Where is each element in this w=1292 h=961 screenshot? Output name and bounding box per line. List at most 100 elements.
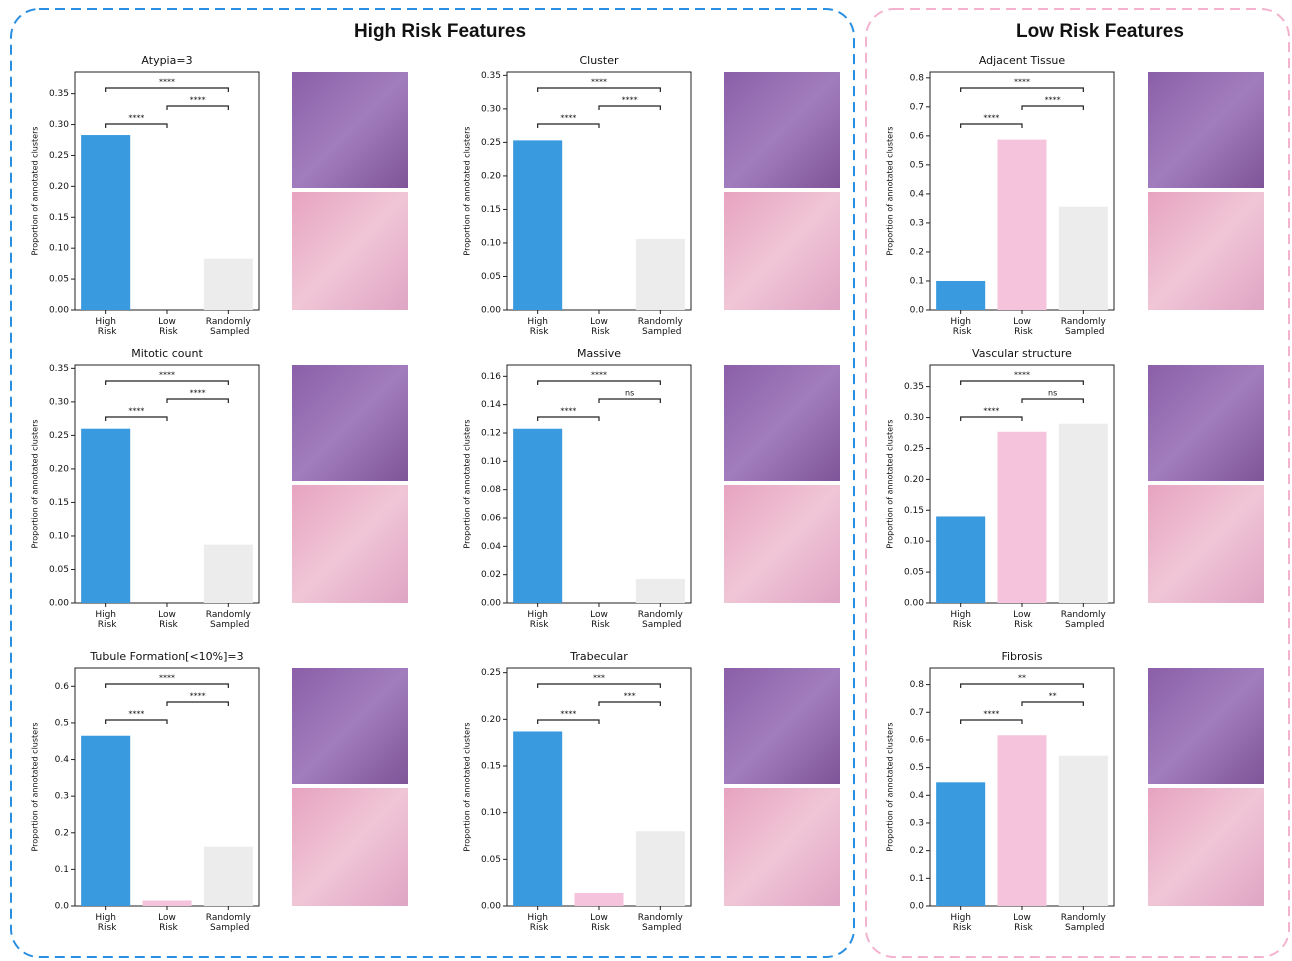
y-tick-label: 0.35 <box>904 382 924 392</box>
y-tick-label: 0.02 <box>481 570 501 580</box>
y-tick-label: 0.14 <box>481 400 501 410</box>
bar <box>513 140 562 310</box>
significance-bracket <box>961 417 1022 421</box>
section-title: Low Risk Features <box>1016 21 1184 42</box>
figure: High Risk Features Low Risk Features Aty… <box>0 0 1292 961</box>
significance-label: *** <box>624 692 636 701</box>
significance-bracket <box>106 381 229 385</box>
y-tick-label: 0.20 <box>49 182 69 192</box>
y-tick-label: 0.3 <box>55 792 69 802</box>
y-tick-label: 0.20 <box>481 171 501 181</box>
significance-label: **** <box>983 407 999 416</box>
bar <box>81 135 130 310</box>
significance-bracket <box>1022 399 1083 403</box>
y-tick-label: 0.0 <box>910 902 925 912</box>
y-tick-label: 0.00 <box>904 599 924 609</box>
significance-label: *** <box>593 674 605 683</box>
significance-bracket <box>961 684 1084 688</box>
significance-bracket <box>538 720 599 724</box>
y-tick-label: 0.16 <box>481 372 501 382</box>
y-tick-label: 0.1 <box>55 865 69 875</box>
bar <box>81 736 130 906</box>
y-tick-label: 0.15 <box>904 506 924 516</box>
y-tick-label: 0.7 <box>910 708 924 718</box>
y-tick-label: 0.7 <box>910 102 924 112</box>
x-tick-label: High Risk <box>95 610 117 630</box>
y-tick-label: 0.00 <box>481 599 501 609</box>
y-tick-label: 0.5 <box>55 718 69 728</box>
significance-label: **** <box>190 692 206 701</box>
y-tick-label: 0.15 <box>481 205 501 215</box>
y-axis-label: Proportion of annotated clusters <box>463 419 472 548</box>
significance-label: **** <box>128 710 144 719</box>
tissue-image <box>724 365 840 481</box>
significance-label: ns <box>1048 389 1057 398</box>
y-axis-label: Proportion of annotated clusters <box>886 126 895 255</box>
significance-label: **** <box>983 114 999 123</box>
x-tick-label: Low Risk <box>1011 913 1033 933</box>
y-tick-label: 0.05 <box>481 272 501 282</box>
significance-bracket <box>961 720 1022 724</box>
bar <box>636 579 685 603</box>
significance-label: **** <box>560 710 576 719</box>
bar <box>204 847 253 906</box>
significance-label: **** <box>560 114 576 123</box>
chart-title: Adjacent Tissue <box>979 54 1066 67</box>
significance-bracket <box>106 417 167 421</box>
significance-bracket <box>538 88 661 92</box>
tissue-image <box>1148 72 1264 188</box>
y-tick-label: 0.30 <box>49 120 69 130</box>
x-tick-label: Low Risk <box>1011 610 1033 630</box>
significance-label: **** <box>622 96 638 105</box>
y-tick-label: 0.6 <box>55 682 70 692</box>
bar <box>204 545 253 603</box>
y-tick-label: 0.20 <box>49 464 69 474</box>
y-tick-label: 0.05 <box>49 565 69 575</box>
significance-bracket <box>538 124 599 128</box>
y-tick-label: 0.30 <box>49 397 69 407</box>
x-tick-label: Randomly Sampled <box>638 317 684 337</box>
y-tick-label: 0.15 <box>49 213 69 223</box>
y-tick-label: 0.0 <box>55 902 70 912</box>
y-tick-label: 0.25 <box>904 444 924 454</box>
y-tick-label: 0.00 <box>49 599 69 609</box>
chart-title: Mitotic count <box>131 347 203 360</box>
bar <box>204 259 253 310</box>
chart-title: Cluster <box>579 54 619 67</box>
tissue-image <box>292 668 408 784</box>
x-tick-label: High Risk <box>95 913 117 933</box>
x-tick-label: Randomly Sampled <box>1061 317 1107 337</box>
bar <box>997 432 1046 603</box>
bar <box>81 429 130 603</box>
tissue-image <box>292 192 408 310</box>
significance-label: **** <box>591 371 607 380</box>
significance-bracket <box>599 106 660 110</box>
bar <box>574 893 623 906</box>
tissue-image <box>724 788 840 906</box>
y-tick-label: 0.5 <box>910 160 924 170</box>
chart-title: Vascular structure <box>972 347 1072 360</box>
significance-bracket <box>167 106 228 110</box>
x-tick-label: High Risk <box>527 317 549 337</box>
significance-label: ** <box>1049 692 1057 701</box>
chart-title: Massive <box>577 347 621 360</box>
y-tick-label: 0.8 <box>910 73 925 83</box>
y-axis-label: Proportion of annotated clusters <box>886 419 895 548</box>
x-tick-label: Randomly Sampled <box>206 913 252 933</box>
y-axis-label: Proportion of annotated clusters <box>886 722 895 851</box>
x-tick-label: Randomly Sampled <box>1061 913 1107 933</box>
y-tick-label: 0.00 <box>481 306 501 316</box>
y-tick-label: 0.05 <box>904 568 924 578</box>
tissue-image <box>1148 788 1264 906</box>
y-tick-label: 0.2 <box>910 247 924 257</box>
significance-label: ns <box>625 389 634 398</box>
y-tick-label: 0.10 <box>481 808 501 818</box>
significance-label: **** <box>128 114 144 123</box>
bar <box>636 831 685 906</box>
significance-bracket <box>106 684 229 688</box>
y-tick-label: 0.20 <box>904 475 924 485</box>
significance-label: **** <box>159 371 175 380</box>
significance-bracket <box>538 381 661 385</box>
significance-label: **** <box>1014 78 1030 87</box>
significance-label: **** <box>1014 371 1030 380</box>
